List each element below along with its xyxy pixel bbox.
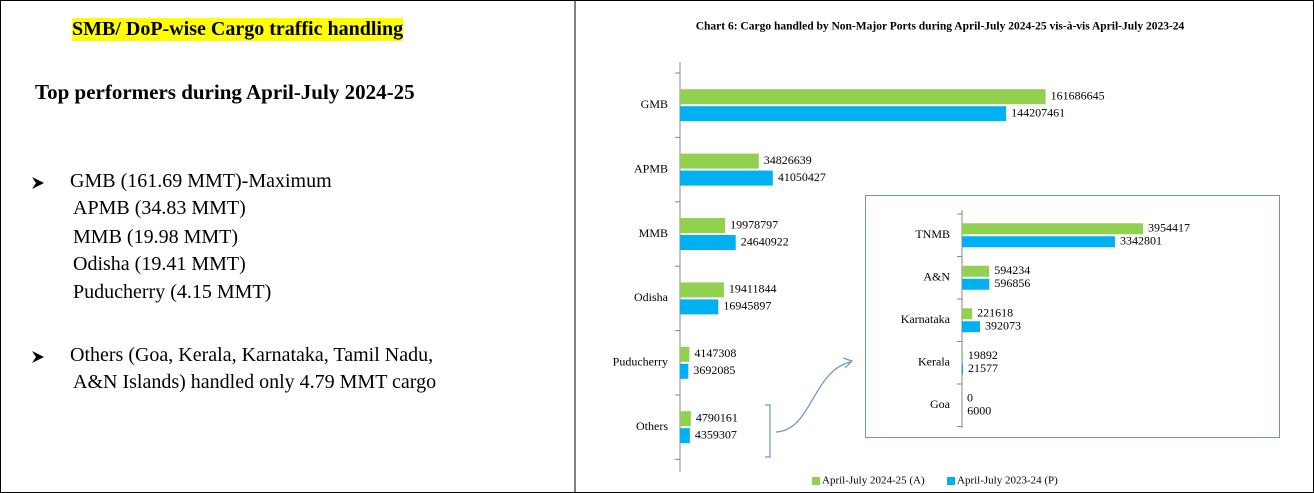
bullet-line: A&N Islands) handled only 4.79 MMT cargo [73,371,437,393]
bar [680,170,773,186]
legend-label: April-July 2024-25 (A) [822,475,925,487]
bullet-line: Puducherry (4.15 MMT) [73,281,272,303]
bar [680,235,736,250]
value-label: 19978797 [730,217,778,231]
chart-title: Chart 6: Cargo handled by Non-Major Port… [696,21,1185,33]
category-label: Karnataka [901,312,951,326]
bullet-line: Odisha (19.41 MMT) [73,253,246,275]
value-label: 3954417 [1148,221,1190,235]
bar [680,106,1007,122]
bullet-line: Others (Goa, Kerala, Karnataka, Tamil Na… [70,344,434,366]
value-label: 34826639 [764,153,812,167]
value-label: 594234 [994,263,1030,277]
bar [962,265,990,277]
bar [680,363,689,379]
bar [680,299,719,315]
value-label: 16945897 [723,299,771,313]
category-label: A&N [923,270,950,284]
value-label: 19411844 [729,282,777,296]
value-label: 21577 [968,361,998,375]
bar [962,278,990,290]
value-label: 4790161 [696,410,738,424]
value-label: 0 [967,391,973,405]
category-label: MMB [639,226,668,240]
connector-arrow [775,361,851,433]
bar [962,350,963,362]
value-label: 392073 [985,319,1021,333]
value-label: 19892 [968,348,998,362]
bullet-line: APMB (34.83 MMT) [73,197,246,219]
category-label: TNMB [915,227,950,241]
value-label: 221618 [977,306,1013,320]
bar [962,321,980,333]
bar [680,282,724,298]
arrow-head [842,357,854,369]
subheading: Top performers during April-July 2024-25 [35,80,415,104]
value-label: 41050427 [778,170,826,184]
category-label: Others [636,419,668,433]
value-label: 4147308 [694,346,736,360]
legend-swatch [947,477,955,485]
category-label: APMB [634,161,668,175]
value-label: 596856 [994,276,1030,290]
value-label: 6000 [967,404,991,418]
value-label: 144207461 [1011,105,1065,119]
category-label: Odisha [634,290,669,304]
bracket [765,404,771,458]
bar [680,428,690,444]
value-label: 3342801 [1120,234,1162,248]
value-label: 4359307 [695,427,737,441]
bar [962,236,1116,248]
bar [962,223,1144,235]
category-label: Puducherry [613,355,668,369]
value-label: 3692085 [693,363,735,377]
bullet-line: GMB (161.69 MMT)-Maximum [70,170,332,192]
bullet-line: MMB (19.98 MMT) [73,226,239,248]
legend-swatch [812,477,820,485]
value-label: 24640922 [741,234,789,248]
inset-frame [865,195,1280,438]
bar [962,363,963,375]
bullet-arrow [32,177,44,189]
heading: SMB/ DoP-wise Cargo traffic handling [72,18,404,41]
bar [680,218,726,233]
bar [680,346,690,362]
value-label: 161686645 [1051,88,1105,102]
legend-label: April-July 2023-24 (P) [957,475,1058,487]
category-label: Goa [930,397,951,411]
bullet-arrow [32,351,44,363]
bar [680,411,691,427]
bar [680,153,759,169]
bar [680,89,1046,105]
category-label: GMB [641,97,668,111]
category-label: Kerala [918,355,951,369]
bar [962,308,973,320]
